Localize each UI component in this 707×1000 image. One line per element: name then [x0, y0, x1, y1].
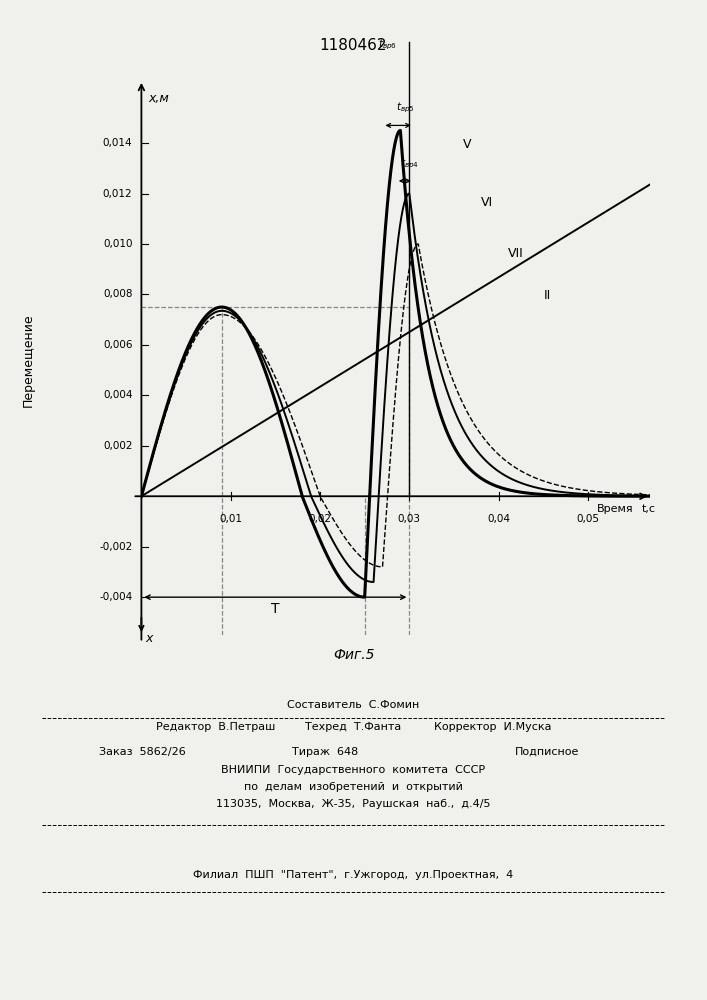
Text: $t_{вр5}$: $t_{вр5}$ — [396, 101, 415, 115]
Text: 113035,  Москва,  Ж-35,  Раушская  наб.,  д.4/5: 113035, Москва, Ж-35, Раушская наб., д.4… — [216, 799, 491, 809]
Text: 0,010: 0,010 — [103, 239, 132, 249]
Text: t,c: t,c — [641, 504, 655, 514]
Text: 0,002: 0,002 — [103, 441, 132, 451]
Text: 0,014: 0,014 — [103, 138, 132, 148]
Text: ВНИИПИ  Государственного  комитета  СССР: ВНИИПИ Государственного комитета СССР — [221, 765, 486, 775]
Text: 0,03: 0,03 — [398, 514, 421, 524]
Text: -0,004: -0,004 — [99, 592, 132, 602]
Text: Составитель  С.Фомин: Составитель С.Фомин — [287, 700, 420, 710]
Text: Тираж  648: Тираж 648 — [292, 747, 358, 757]
Text: Время: Время — [597, 504, 633, 514]
Text: по  делам  изобретений  и  открытий: по делам изобретений и открытий — [244, 782, 463, 792]
Text: x: x — [145, 632, 152, 645]
Text: Редактор  В.Петраш: Редактор В.Петраш — [156, 722, 275, 732]
Text: VI: VI — [481, 196, 493, 209]
Text: 0,004: 0,004 — [103, 390, 132, 400]
Text: 0,012: 0,012 — [103, 189, 132, 199]
Text: x,м: x,м — [148, 92, 169, 105]
Text: V: V — [463, 138, 472, 151]
Text: 0,01: 0,01 — [219, 514, 243, 524]
Text: Перемещение: Перемещение — [22, 313, 35, 407]
Text: -0,002: -0,002 — [99, 542, 132, 552]
Text: VII: VII — [508, 247, 523, 260]
Text: Фиг.5: Фиг.5 — [333, 648, 374, 662]
Text: Техред  Т.Фанта: Техред Т.Фанта — [305, 722, 402, 732]
Text: $t_{вр4}$: $t_{вр4}$ — [400, 156, 419, 171]
Text: 0,02: 0,02 — [308, 514, 332, 524]
Text: 0,05: 0,05 — [576, 514, 600, 524]
Text: 0,008: 0,008 — [103, 289, 132, 299]
Text: Корректор  И.Муска: Корректор И.Муска — [434, 722, 551, 732]
Text: II: II — [543, 289, 551, 302]
Text: $t_{вр6}$: $t_{вр6}$ — [378, 38, 397, 52]
Text: Заказ  5862/26: Заказ 5862/26 — [99, 747, 186, 757]
Text: 0,006: 0,006 — [103, 340, 132, 350]
Text: T: T — [271, 602, 279, 616]
Text: Подписное: Подписное — [515, 747, 580, 757]
Text: Филиал  ПШП  "Патент",  г.Ужгород,  ул.Проектная,  4: Филиал ПШП "Патент", г.Ужгород, ул.Проек… — [194, 870, 513, 880]
Text: 1180462: 1180462 — [320, 38, 387, 53]
Text: 0,04: 0,04 — [487, 514, 510, 524]
